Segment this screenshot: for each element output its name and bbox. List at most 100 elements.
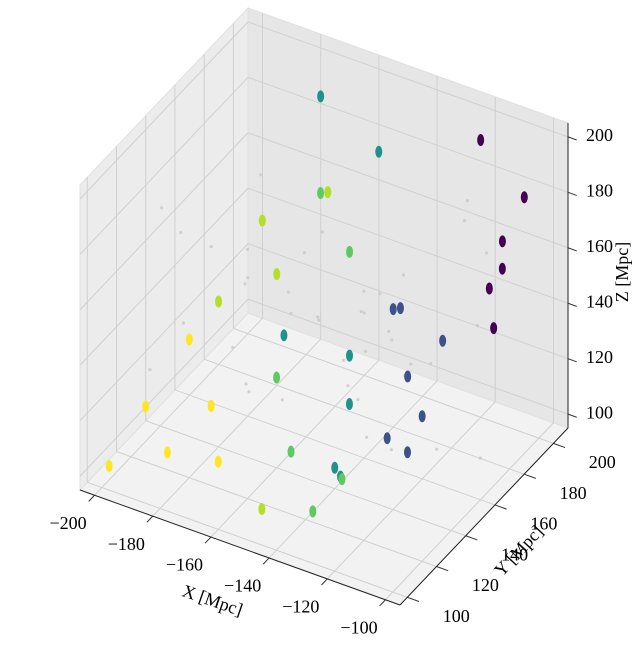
- grid-line: [79, 76, 249, 255]
- y-tick-label: 200: [589, 452, 616, 472]
- y-tick-label: 160: [530, 514, 557, 534]
- cluster-point: [490, 322, 498, 335]
- tick-mark: [524, 473, 536, 479]
- cluster-point: [309, 505, 317, 518]
- z-tick-label: 100: [586, 402, 613, 422]
- tick-mark: [494, 504, 507, 510]
- tick-mark: [567, 358, 577, 363]
- tick-mark: [567, 413, 577, 418]
- background-point: [346, 384, 350, 388]
- y-tick-label: 120: [472, 575, 499, 595]
- background-point: [362, 311, 366, 315]
- cluster-point: [163, 446, 171, 459]
- background-point: [365, 435, 369, 439]
- background-point: [401, 273, 406, 277]
- grid-line: [79, 298, 249, 477]
- cluster-point: [485, 282, 493, 295]
- cluster-point: [338, 473, 346, 486]
- tick-mark: [321, 578, 328, 586]
- grid-line: [233, 327, 554, 444]
- grid-line: [79, 132, 249, 311]
- background-point: [362, 289, 366, 293]
- z-tick-label: 180: [586, 180, 613, 200]
- cluster-point: [105, 459, 113, 472]
- x-tick-label: −140: [224, 576, 261, 596]
- background-point: [231, 345, 235, 350]
- tick-mark: [204, 536, 212, 544]
- y-tick-label: 140: [501, 544, 528, 564]
- grid-line: [247, 76, 569, 193]
- tick-mark: [567, 191, 577, 196]
- grid-line: [268, 380, 438, 559]
- cluster-point: [258, 502, 266, 515]
- cluster-point: [477, 133, 485, 146]
- background-point: [244, 382, 248, 386]
- grid-line: [79, 21, 249, 200]
- background-point: [247, 390, 251, 394]
- background-point: [429, 361, 433, 366]
- x-tick-label: −160: [166, 555, 203, 575]
- tick-mark: [567, 136, 577, 141]
- background-point: [181, 321, 186, 325]
- tick-mark: [553, 442, 566, 449]
- tick-mark: [465, 535, 478, 541]
- grid-line: [152, 338, 322, 517]
- tick-mark: [88, 494, 95, 502]
- cluster-point: [375, 145, 383, 158]
- background-point: [245, 247, 250, 251]
- x-tick-label: −200: [50, 513, 87, 533]
- background-point: [160, 206, 164, 210]
- x-tick-label: −180: [108, 534, 145, 554]
- background-point: [475, 323, 480, 328]
- grid-line: [94, 317, 263, 496]
- background-point: [409, 362, 413, 366]
- background-point: [246, 276, 250, 280]
- grid-line: [247, 298, 569, 415]
- cluster-point: [214, 455, 222, 468]
- background-point: [280, 398, 284, 402]
- tick-mark: [567, 302, 577, 307]
- grid-line: [204, 358, 525, 475]
- grid-line: [247, 187, 569, 304]
- background-point: [435, 447, 439, 451]
- cluster-point: [273, 268, 281, 281]
- cluster-point: [142, 400, 150, 413]
- background-point: [465, 199, 470, 203]
- cluster-point: [498, 262, 506, 275]
- axis-line: [399, 427, 569, 606]
- background-point: [289, 311, 293, 316]
- cluster-point: [273, 371, 281, 384]
- cluster-point: [317, 187, 325, 200]
- cluster-point: [383, 432, 391, 445]
- grid-line: [116, 451, 437, 567]
- cluster-point: [331, 461, 339, 474]
- background-point: [359, 309, 363, 314]
- cluster-point: [389, 303, 397, 316]
- grid-line: [174, 389, 496, 506]
- background-point: [389, 448, 393, 452]
- z-tick-label: 200: [586, 125, 613, 145]
- y-tick-label: 100: [443, 606, 470, 626]
- grid-line: [79, 187, 249, 366]
- cluster-point: [287, 445, 295, 458]
- z-axis-label: Z [Mpc]: [612, 242, 632, 302]
- grid-line: [87, 481, 408, 598]
- tick-mark: [567, 247, 577, 252]
- tick-mark: [146, 515, 154, 523]
- grid-line: [79, 243, 249, 422]
- background-point: [378, 292, 382, 296]
- background-point: [209, 245, 213, 249]
- background-point: [243, 282, 247, 286]
- background-point: [478, 456, 483, 460]
- cluster-point: [520, 191, 528, 204]
- background-point: [390, 338, 394, 342]
- background-point: [320, 230, 324, 234]
- background-point: [286, 290, 291, 294]
- tick-mark: [407, 596, 420, 602]
- tick-mark: [436, 566, 449, 572]
- background-point: [364, 349, 368, 354]
- grid-line: [326, 401, 496, 580]
- background-point: [302, 251, 306, 255]
- cluster-point: [185, 333, 193, 346]
- background-point: [462, 219, 467, 223]
